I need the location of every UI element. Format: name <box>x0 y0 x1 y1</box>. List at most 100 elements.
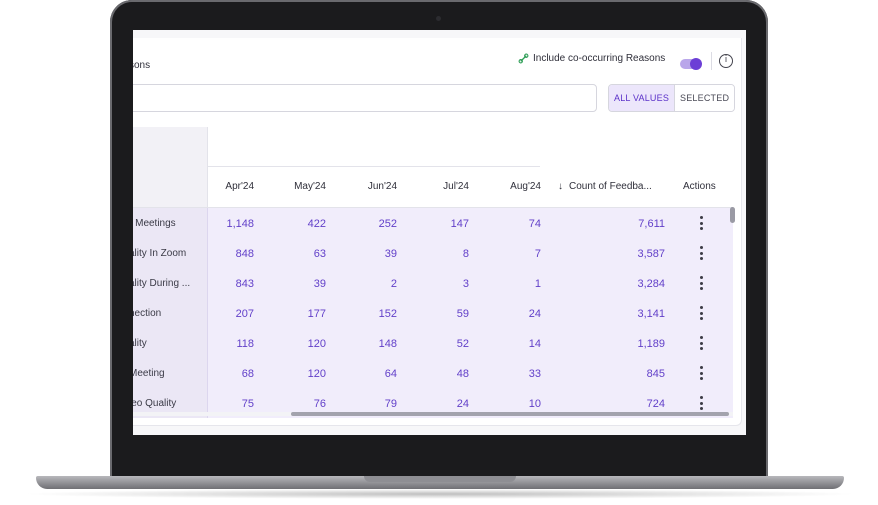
row-label-cell <box>133 328 208 358</box>
sort-down-icon[interactable]: ↓ <box>558 181 563 192</box>
column-header-jul[interactable]: Jul'24 <box>443 181 469 192</box>
row-label-cell <box>133 298 208 328</box>
count-cell: 1,189 <box>637 338 665 350</box>
column-header-aug[interactable]: Aug'24 <box>510 181 541 192</box>
count-header-label: Count of Feedba... <box>569 181 652 192</box>
value-cell: 59 <box>456 308 469 320</box>
row-label: leo Quality <box>133 398 177 409</box>
search-input[interactable] <box>133 84 597 112</box>
row-label: Meeting <box>133 368 165 379</box>
more-actions-icon[interactable] <box>699 246 703 260</box>
column-header-actions: Actions <box>683 181 716 192</box>
column-header-may[interactable]: May'24 <box>294 181 326 192</box>
table-row[interactable]: Meeting 68 120 64 48 33 845 <box>133 358 733 388</box>
co-occurring-label: Include co-occurring Reasons <box>533 53 666 64</box>
more-actions-icon[interactable] <box>699 396 703 410</box>
value-cell: 252 <box>378 218 397 230</box>
value-cell: 68 <box>241 368 254 380</box>
value-cell: 24 <box>456 398 469 410</box>
value-cell: 39 <box>384 248 397 260</box>
row-label-cell <box>133 358 208 388</box>
value-cell: 39 <box>313 278 326 290</box>
row-label: ality During ... <box>133 278 191 289</box>
value-cell: 63 <box>313 248 326 260</box>
value-cell: 52 <box>456 338 469 350</box>
value-cell: 33 <box>528 368 541 380</box>
laptop-shadow <box>20 489 860 499</box>
value-cell: 120 <box>307 338 326 350</box>
co-occurring-option[interactable]: Include co-occurring Reasons <box>518 53 665 64</box>
more-actions-icon[interactable] <box>699 336 703 350</box>
table-row[interactable]: r Meetings 1,148 422 252 147 74 7,611 <box>133 208 733 238</box>
value-cell: 79 <box>384 398 397 410</box>
value-cell: 120 <box>307 368 326 380</box>
count-cell: 845 <box>646 368 665 380</box>
count-cell: 7,611 <box>638 218 665 230</box>
value-cell: 7 <box>534 248 541 260</box>
table-row[interactable]: ality In Zoom 848 63 39 8 7 3,587 <box>133 238 733 268</box>
column-header-apr[interactable]: Apr'24 <box>225 181 254 192</box>
more-actions-icon[interactable] <box>699 366 703 380</box>
value-cell: 1 <box>534 278 541 290</box>
reasons-panel: sons Include co-occurring Reasons i ALL … <box>133 38 742 426</box>
row-label-cell <box>133 268 208 298</box>
screen: sons Include co-occurring Reasons i ALL … <box>133 30 746 435</box>
row-label: ality <box>133 338 147 349</box>
co-occurring-toggle[interactable] <box>680 58 702 70</box>
count-cell: 724 <box>646 398 665 410</box>
value-cell: 422 <box>307 218 326 230</box>
selected-button[interactable]: SELECTED <box>675 85 735 111</box>
laptop-base <box>36 476 844 489</box>
value-cell: 177 <box>307 308 326 320</box>
value-cell: 48 <box>456 368 469 380</box>
value-cell: 24 <box>528 308 541 320</box>
row-label: ality In Zoom <box>133 248 187 259</box>
value-cell: 10 <box>528 398 541 410</box>
row-data-area <box>208 268 733 298</box>
row-label: r Meetings <box>133 218 176 229</box>
value-cell: 8 <box>462 248 469 260</box>
count-cell: 3,587 <box>637 248 665 260</box>
panel-title: sons <box>133 60 151 71</box>
link-icon <box>518 53 529 64</box>
info-icon[interactable]: i <box>719 54 733 68</box>
more-actions-icon[interactable] <box>699 306 703 320</box>
row-label-cell <box>133 208 208 238</box>
value-cell: 74 <box>528 218 541 230</box>
row-data-area <box>208 208 733 238</box>
value-cell: 75 <box>241 398 254 410</box>
divider <box>711 52 712 70</box>
column-group-line <box>208 166 540 167</box>
toggle-knob <box>690 58 702 70</box>
laptop-bezel-edge <box>110 0 768 480</box>
value-cell: 64 <box>384 368 397 380</box>
value-cell: 1,148 <box>226 218 254 230</box>
header-line <box>133 207 733 208</box>
more-actions-icon[interactable] <box>699 276 703 290</box>
row-data-area <box>208 328 733 358</box>
column-header-count[interactable]: ↓ Count of Feedba... <box>558 181 652 192</box>
table-row[interactable]: ality During ... 843 39 2 3 1 3,284 <box>133 268 733 298</box>
row-data-area <box>208 238 733 268</box>
value-cell: 2 <box>390 278 397 290</box>
more-actions-icon[interactable] <box>699 216 703 230</box>
row-label-cell <box>133 238 208 268</box>
camera-dot <box>436 16 441 21</box>
frozen-header-separator <box>207 127 208 207</box>
value-cell: 3 <box>462 278 469 290</box>
row-data-area <box>208 298 733 328</box>
count-cell: 3,141 <box>637 308 665 320</box>
value-cell: 207 <box>235 308 254 320</box>
table-row[interactable]: nection 207 177 152 59 24 3,141 <box>133 298 733 328</box>
all-values-button[interactable]: ALL VALUES <box>609 85 676 111</box>
row-label: nection <box>133 308 162 319</box>
table-row[interactable]: ality 118 120 148 52 14 1,189 <box>133 328 733 358</box>
value-cell: 118 <box>236 338 254 350</box>
column-header-jun[interactable]: Jun'24 <box>367 181 397 192</box>
vertical-scrollbar[interactable] <box>730 207 735 223</box>
value-cell: 147 <box>450 218 469 230</box>
value-cell: 152 <box>378 308 397 320</box>
value-cell: 148 <box>378 338 397 350</box>
laptop-notch <box>364 476 516 482</box>
horizontal-scrollbar[interactable] <box>291 412 729 416</box>
